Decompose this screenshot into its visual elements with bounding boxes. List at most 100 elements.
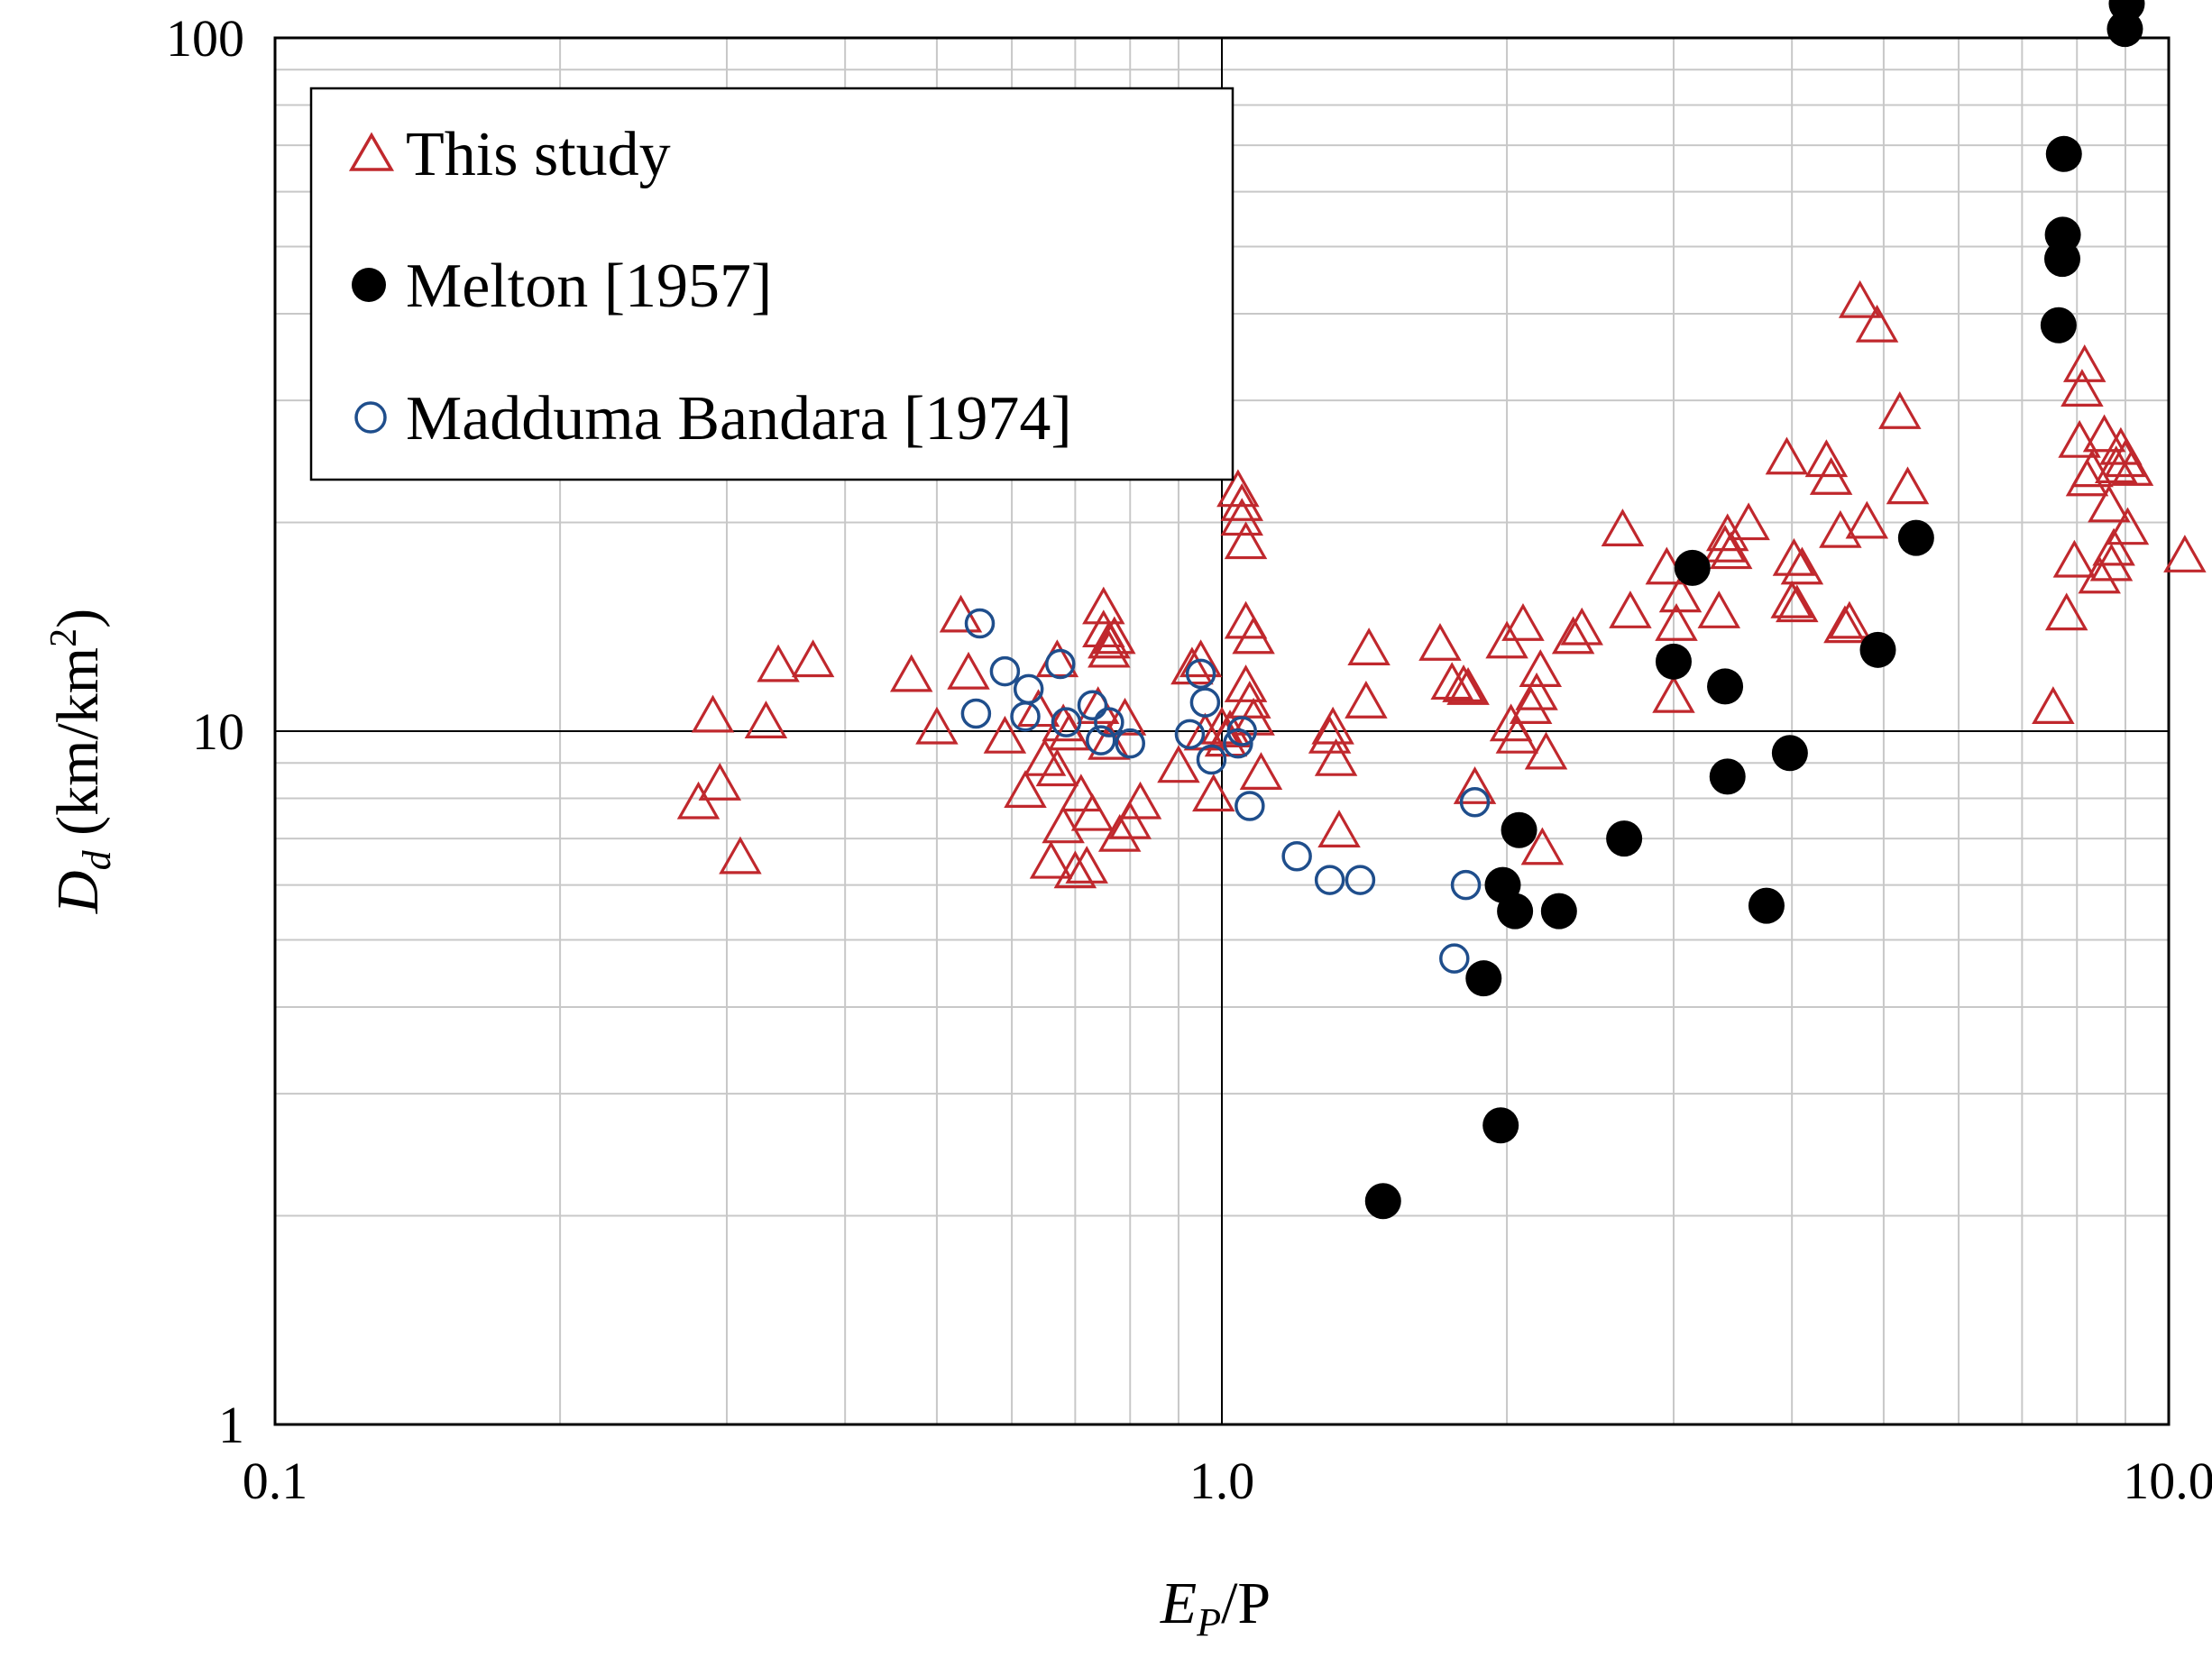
data-point-melton-1957 <box>2044 216 2081 253</box>
data-point-madduma-bandara-1974 <box>1115 728 1145 759</box>
data-point-this-study <box>1442 664 1485 702</box>
y-axis-title-unit: (km/km <box>45 647 111 851</box>
data-point-this-study <box>2078 555 2121 594</box>
legend-marker-this-study <box>348 132 395 171</box>
data-point-this-study <box>2082 414 2126 453</box>
data-point-this-study <box>1524 731 1568 770</box>
data-point-this-study <box>1515 672 1558 710</box>
data-point-this-study <box>1418 623 1462 661</box>
data-point-this-study <box>947 651 990 690</box>
legend-label-melton: Melton [1957] <box>406 252 772 321</box>
data-point-melton-1957 <box>1859 631 1896 668</box>
legend-marker-melton <box>352 268 386 302</box>
y-tick-label: 1 <box>218 1396 244 1454</box>
data-point-this-study <box>1035 748 1079 787</box>
data-point-this-study <box>1765 436 1809 475</box>
data-point-this-study <box>1446 666 1490 705</box>
data-point-this-study <box>1652 674 1695 713</box>
data-point-this-study <box>1519 649 1563 687</box>
data-point-this-study <box>1347 627 1391 665</box>
data-point-this-study <box>1004 770 1047 808</box>
legend-marker-madduma-bandara <box>354 401 387 434</box>
data-point-this-study <box>1060 774 1103 812</box>
data-point-this-study <box>1709 531 1753 570</box>
data-point-this-study <box>1314 737 1358 776</box>
data-point-madduma-bandara-1974 <box>960 698 992 729</box>
y-axis-title-close: ) <box>45 609 111 628</box>
data-point-this-study <box>939 594 983 633</box>
data-point-this-study <box>719 836 762 875</box>
series-this-study <box>676 279 2207 889</box>
data-point-this-study <box>1345 680 1388 719</box>
data-point-this-study <box>1088 721 1131 760</box>
data-point-madduma-bandara-1974 <box>964 608 996 639</box>
x-axis-title-main: E <box>1160 1571 1197 1636</box>
data-point-this-study <box>1520 827 1565 865</box>
legend-box <box>309 87 1234 481</box>
data-point-this-study <box>2092 527 2135 566</box>
data-point-this-study <box>1311 706 1354 745</box>
data-point-madduma-bandara-1974 <box>989 655 1021 687</box>
data-point-this-study <box>1118 781 1162 820</box>
data-point-this-study <box>1845 500 1889 539</box>
data-point-melton-1957 <box>1655 643 1692 680</box>
data-point-melton-1957 <box>2108 0 2145 23</box>
data-point-this-study <box>1220 498 1263 536</box>
data-point-this-study <box>1658 574 1703 613</box>
data-point-this-study <box>1200 706 1244 745</box>
data-point-this-study <box>889 654 933 692</box>
data-point-this-study <box>1108 801 1152 839</box>
data-point-this-study <box>2032 686 2075 725</box>
data-point-this-study <box>1776 584 1819 623</box>
data-point-this-study <box>1042 805 1085 844</box>
data-point-madduma-bandara-1974 <box>1189 687 1221 718</box>
data-point-madduma-bandara-1974 <box>1086 725 1116 756</box>
data-point-this-study <box>915 706 959 745</box>
data-point-this-study <box>2099 426 2143 465</box>
data-point-this-study <box>1232 616 1275 655</box>
y-tick-label: 100 <box>166 9 244 68</box>
data-point-madduma-bandara-1974 <box>1174 719 1206 750</box>
data-point-this-study <box>1082 586 1125 625</box>
series-madduma-bandara-1974 <box>960 608 1491 974</box>
data-point-this-study <box>698 762 742 801</box>
data-point-this-study <box>2044 592 2088 631</box>
data-point-this-study <box>1097 813 1142 852</box>
data-point-this-study <box>1551 616 1595 655</box>
data-point-this-study <box>791 639 835 678</box>
data-point-madduma-bandara-1974 <box>1094 707 1124 737</box>
data-point-madduma-bandara-1974 <box>1185 658 1216 690</box>
data-point-this-study <box>1016 689 1060 728</box>
data-point-this-study <box>2088 484 2131 523</box>
x-tick-label: 1.0 <box>1189 1452 1255 1510</box>
data-point-melton-1957 <box>1364 1183 1401 1220</box>
data-point-melton-1957 <box>1501 811 1537 848</box>
data-point-this-study <box>1093 616 1136 655</box>
data-point-this-study <box>1804 439 1849 478</box>
data-point-this-study <box>1855 304 1899 343</box>
data-point-this-study <box>1819 509 1862 548</box>
data-point-this-study <box>1239 752 1283 790</box>
data-point-this-study <box>2163 535 2207 572</box>
y-axis-title: Dd (km/km2) <box>43 609 119 914</box>
data-point-this-study <box>2061 369 2104 407</box>
data-point-madduma-bandara-1974 <box>1045 648 1076 680</box>
data-point-this-study <box>1308 715 1352 754</box>
data-point-this-study <box>1509 686 1553 725</box>
data-point-madduma-bandara-1974 <box>1314 865 1345 895</box>
data-point-this-study <box>1655 603 1698 641</box>
data-point-this-study <box>1727 502 1770 541</box>
data-point-this-study <box>983 715 1027 754</box>
plot-area-frame <box>273 36 2171 1426</box>
data-point-this-study <box>1192 774 1235 812</box>
data-point-this-study <box>2062 343 2106 382</box>
data-point-this-study <box>1070 792 1115 831</box>
data-point-melton-1957 <box>1540 893 1577 930</box>
data-point-melton-1957 <box>2040 307 2077 343</box>
x-axis-title-rest: /P <box>1221 1571 1271 1636</box>
data-point-this-study <box>676 781 721 820</box>
data-point-madduma-bandara-1974 <box>1234 791 1265 821</box>
data-point-madduma-bandara-1974 <box>1223 728 1253 759</box>
data-point-this-study <box>1770 580 1813 618</box>
